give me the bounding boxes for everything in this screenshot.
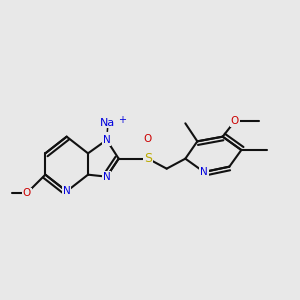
Text: N: N [103, 172, 110, 182]
Text: Na: Na [100, 118, 116, 128]
Text: +: + [118, 115, 126, 125]
Text: N: N [63, 186, 70, 196]
Text: N: N [200, 167, 208, 177]
Text: O: O [230, 116, 239, 126]
Text: N: N [103, 135, 110, 145]
Text: O: O [22, 188, 31, 198]
Text: O: O [144, 134, 152, 144]
Text: S: S [144, 152, 152, 165]
